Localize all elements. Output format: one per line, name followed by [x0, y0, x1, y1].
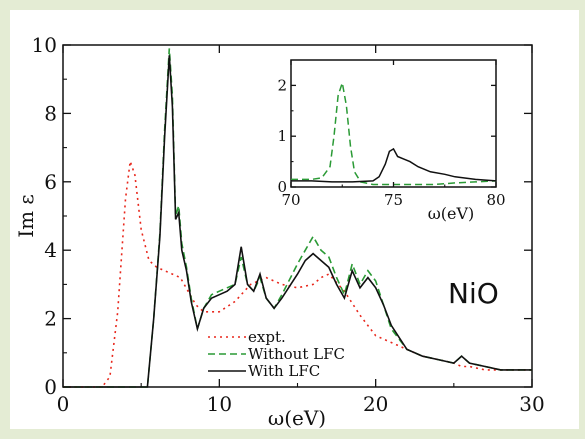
legend-label: Without LFC [248, 345, 345, 363]
x-axis-label: ω(eV) [268, 406, 326, 430]
legend-label: expt. [248, 328, 286, 346]
y-axis-label: Im ε [14, 194, 38, 238]
inset-y-tick-label: 0 [277, 178, 287, 196]
inset-plot-frame [290, 59, 497, 188]
y-tick-label: 10 [32, 33, 57, 57]
annotation-nio: NiO [448, 277, 499, 310]
y-tick-label: 4 [44, 238, 57, 262]
x-tick-label: 30 [519, 392, 544, 416]
x-tick-label: 0 [57, 392, 70, 416]
y-tick-label: 0 [44, 375, 57, 399]
inset-x-tick-label: 80 [486, 191, 505, 209]
inset-x-tick-label: 70 [281, 191, 300, 209]
legend-label: With LFC [248, 362, 320, 380]
inset-y-tick-label: 1 [277, 127, 287, 145]
inset-series-without-lfc-line [291, 82, 497, 186]
y-tick-label: 2 [44, 307, 57, 331]
inset-x-tick-label: 75 [384, 191, 403, 209]
inset-y-tick-label: 2 [277, 76, 287, 94]
inset-plot: 70 75 80 0 1 2 ω(eV) [277, 59, 506, 223]
x-tick-label: 10 [207, 392, 232, 416]
inset-series-with-lfc-line [291, 147, 497, 183]
series-with-lfc-line [63, 55, 532, 388]
y-tick-label: 6 [44, 170, 57, 194]
y-tick-label: 8 [44, 101, 57, 125]
inset-x-axis-label: ω(eV) [428, 204, 475, 223]
x-tick-label: 20 [363, 392, 388, 416]
